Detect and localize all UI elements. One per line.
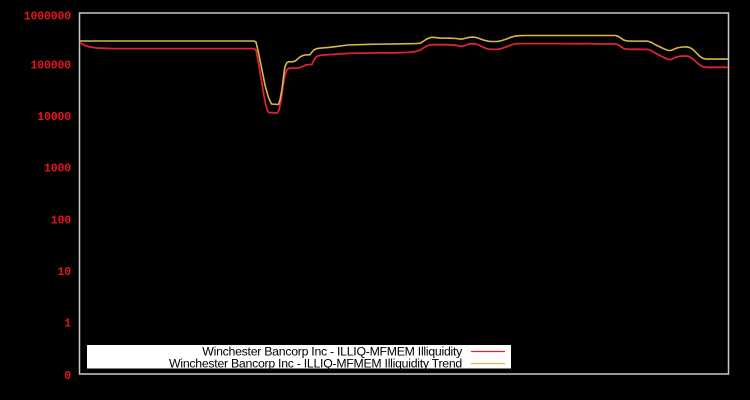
svg-text:10: 10 <box>57 266 71 279</box>
svg-text:10000: 10000 <box>37 111 71 124</box>
svg-text:Winchester Bancorp Inc - ILLIQ: Winchester Bancorp Inc - ILLIQ-MFMEM Ill… <box>169 357 462 371</box>
svg-text:1000: 1000 <box>44 162 71 175</box>
svg-text:1: 1 <box>64 317 71 330</box>
svg-text:1000000: 1000000 <box>24 10 72 23</box>
svg-text:Winchester Bancorp Inc - ILLIQ: Winchester Bancorp Inc - ILLIQ-MFMEM Ill… <box>202 345 463 359</box>
svg-text:0: 0 <box>64 370 71 383</box>
svg-text:100: 100 <box>51 214 72 227</box>
svg-text:100000: 100000 <box>30 59 71 72</box>
